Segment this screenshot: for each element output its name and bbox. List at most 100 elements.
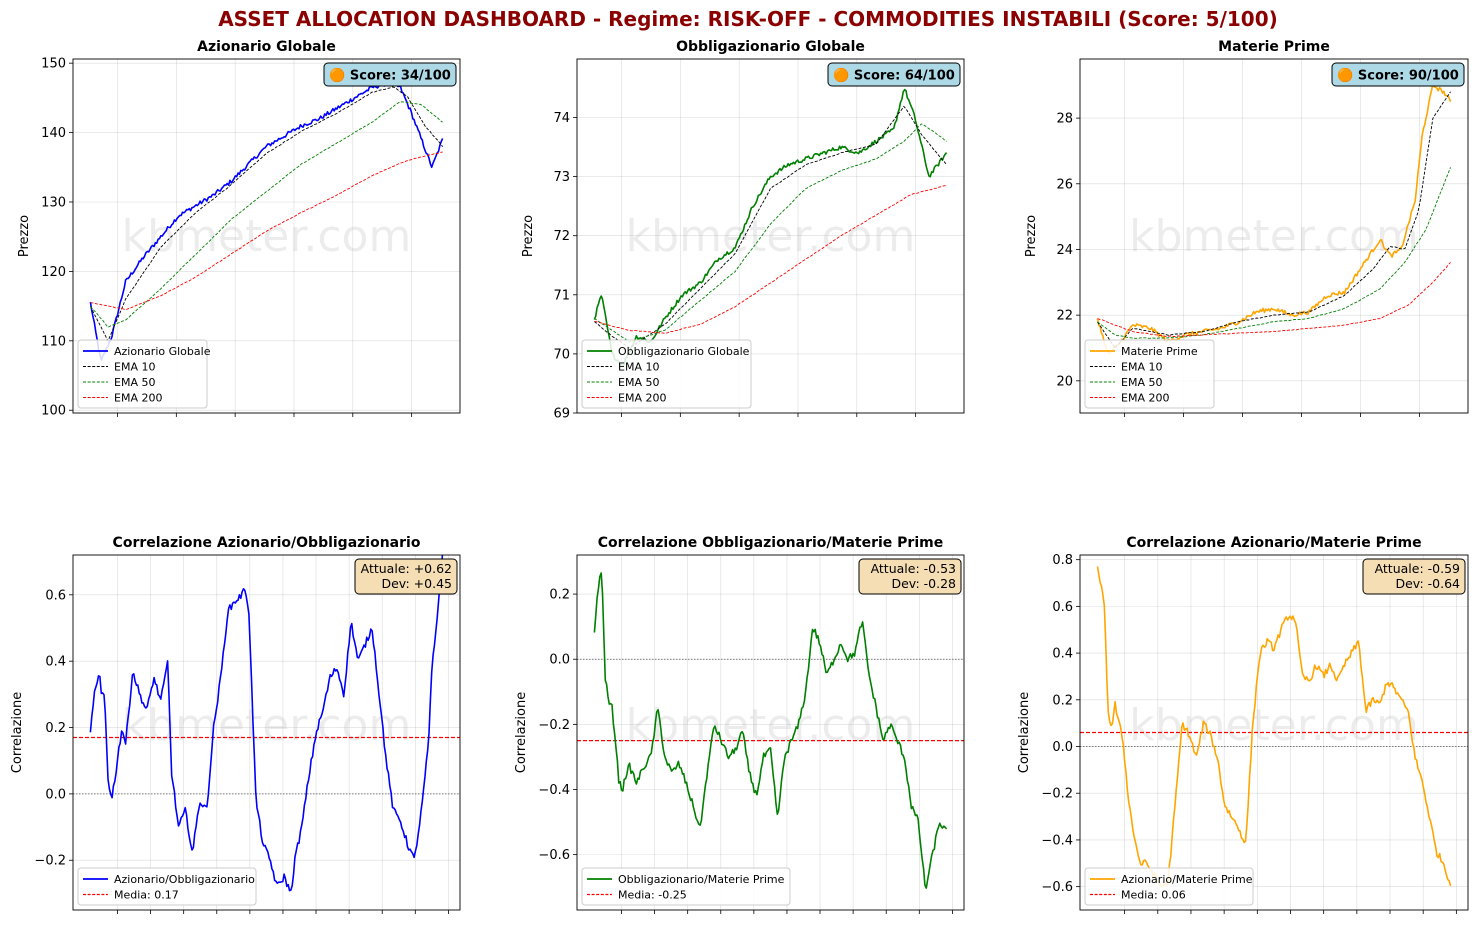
series-line-ema-50 (90, 101, 443, 328)
chart-title: Azionario Globale (197, 39, 336, 55)
y-tick-label: 0.4 (1052, 647, 1073, 662)
legend: Azionario/Obbligazionario Media: 0.17 (77, 867, 257, 906)
y-tick-label: 140 (41, 126, 66, 141)
plot-frame (1079, 554, 1469, 911)
y-tick-label: −0.2 (538, 718, 570, 733)
plot-area (577, 555, 964, 910)
chart-panel-6: kbmeter.com −0.6 −0.4 −0.2 0.0 0.2 0.4 0.6 0.8 Co… (1017, 535, 1469, 914)
score-badge-text: 🟠 Score: 64/100 (833, 68, 955, 84)
y-tick-label: 0.0 (45, 787, 66, 802)
legend-box (77, 867, 257, 906)
stats-badge (858, 558, 962, 595)
y-tick-label: 20 (1056, 374, 1073, 389)
legend-label: Media: 0.17 (114, 888, 179, 901)
chart-panel-3: kbmeter.com 20 22 24 26 28 Materie Prime Prezzo… (1024, 39, 1469, 417)
score-badge (827, 62, 961, 87)
score-badge (1331, 62, 1465, 87)
y-tick-label: 22 (1056, 309, 1073, 324)
y-tick-label: 0.6 (45, 588, 66, 603)
y-tick-label: −0.6 (538, 848, 570, 863)
legend: Obbligazionario Globale EMA 10 EMA 50 EMA 2… (581, 339, 752, 409)
legend-label: Azionario/Obbligazionario (114, 873, 255, 886)
legend-label: Obbligazionario/Materie Prime (618, 873, 785, 886)
stats-badge-line: Dev: +0.45 (381, 576, 452, 591)
score-badge-text: 🟠 Score: 34/100 (329, 68, 451, 84)
series-group (593, 88, 948, 368)
y-tick-label: 0.0 (1052, 740, 1073, 755)
y-tick-label: 72 (553, 229, 570, 244)
series-line-materie-prime (1096, 82, 1452, 355)
y-axis-label: Correlazione (1017, 692, 1032, 773)
series-line-ema-200 (1097, 262, 1451, 337)
y-axis-label: Correlazione (10, 692, 25, 773)
y-tick-label: −0.4 (1041, 833, 1073, 848)
y-tick-label: −0.2 (34, 854, 66, 869)
y-tick-label: 70 (553, 347, 570, 362)
y-tick-label: 73 (553, 170, 570, 185)
stats-badge (354, 558, 458, 595)
chart-panel-5: kbmeter.com −0.6 −0.4 −0.2 0.0 0.2 Correlazion… (514, 535, 965, 914)
y-tick-label: 69 (553, 407, 570, 422)
y-tick-label: 0.4 (45, 655, 66, 670)
watermark: kbmeter.com (1129, 211, 1419, 262)
watermark: kbmeter.com (1129, 700, 1419, 751)
y-tick-label: 0.2 (1052, 693, 1073, 708)
legend-label: Media: -0.25 (618, 888, 687, 901)
series-line-ema-10 (594, 105, 947, 349)
series-line-ema-200 (594, 185, 947, 334)
stats-badge (1362, 558, 1466, 595)
score-badge-text: 🟠 Score: 90/100 (1337, 68, 1459, 84)
y-tick-label: 26 (1056, 177, 1073, 192)
legend-label: EMA 200 (618, 391, 666, 404)
legend: Azionario Globale EMA 10 EMA 50 EMA 200 (77, 339, 211, 409)
stats-badge-line: Attuale: -0.59 (1375, 561, 1460, 576)
y-tick-label: 130 (41, 195, 66, 210)
y-tick-label: −0.6 (1041, 880, 1073, 895)
legend-box (1084, 339, 1215, 409)
y-axis-label: Correlazione (514, 692, 529, 773)
y-tick-label: −0.2 (1041, 787, 1073, 802)
series-group (1096, 82, 1452, 355)
y-tick-label: 0.6 (1052, 600, 1073, 615)
chart-title: Correlazione Azionario/Obbligazionario (113, 535, 421, 551)
legend-box (581, 339, 752, 409)
legend-label: EMA 10 (1121, 360, 1162, 373)
legend: Azionario/Materie Prime Media: 0.06 (1084, 867, 1254, 906)
watermark: kbmeter.com (626, 700, 916, 751)
y-tick-label: 71 (553, 288, 570, 303)
y-tick-label: 0.8 (1052, 553, 1073, 568)
plot-frame (576, 554, 965, 911)
series-line-ema-10 (1097, 91, 1451, 349)
legend-label: Azionario Globale (114, 345, 211, 358)
series-line-obbligazionario-materie-prime (593, 572, 948, 889)
legend-label: EMA 200 (1121, 391, 1169, 404)
y-axis-label: Prezzo (521, 215, 536, 257)
plot-frame (576, 58, 965, 414)
watermark: kbmeter.com (122, 700, 412, 751)
series-line-obbligazionario-globale (593, 88, 948, 368)
y-tick-label: 28 (1056, 112, 1073, 127)
plot-frame (72, 58, 461, 414)
legend-box (1084, 867, 1254, 906)
y-tick-label: 0.0 (549, 653, 570, 668)
legend: Materie Prime EMA 10 EMA 50 EMA 200 (1084, 339, 1215, 409)
series-line-azionario-obbligazionario (89, 555, 444, 892)
legend-label: Azionario/Materie Prime (1121, 873, 1253, 886)
y-tick-label: 120 (41, 265, 66, 280)
y-tick-label: 0.2 (549, 588, 570, 603)
series-group (593, 572, 948, 889)
legend-label: EMA 200 (114, 391, 162, 404)
stats-badge-line: Attuale: -0.53 (871, 561, 956, 576)
chart-title: Correlazione Obbligazionario/Materie Pri… (598, 535, 943, 551)
legend-label: EMA 50 (1121, 376, 1162, 389)
y-tick-label: 0.2 (45, 721, 66, 736)
plot-frame (72, 554, 461, 911)
legend-label: EMA 50 (114, 376, 155, 389)
legend-box (581, 867, 791, 906)
y-tick-label: 110 (41, 334, 66, 349)
chart-panel-1: kbmeter.com 100 110 120 130 140 150 Azionario G… (17, 39, 461, 419)
stats-badge-line: Dev: -0.64 (1395, 576, 1460, 591)
series-line-ema-200 (90, 151, 443, 311)
